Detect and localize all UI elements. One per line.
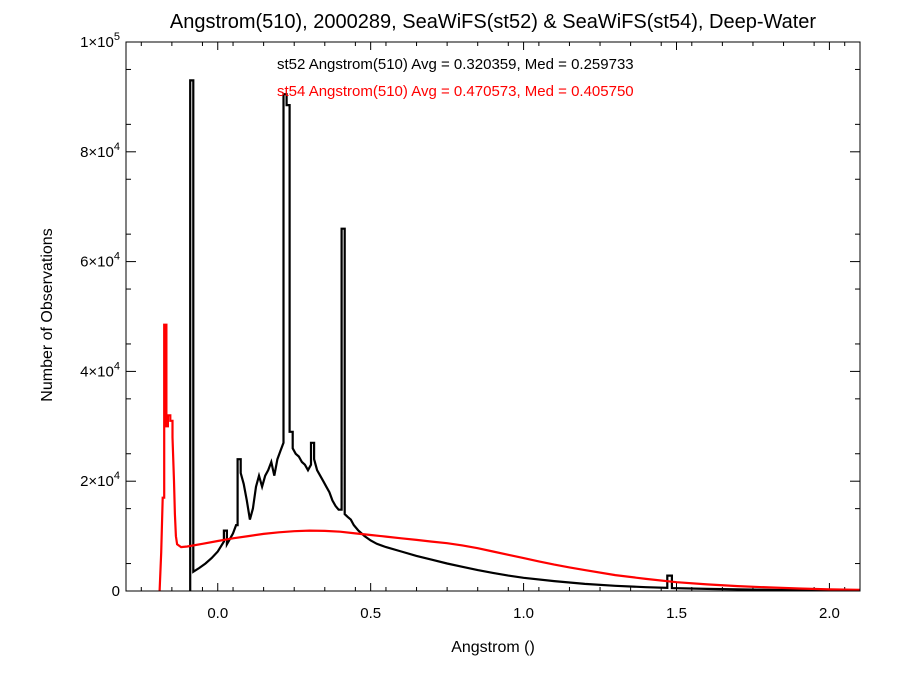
x-axis-label: Angstrom () bbox=[451, 639, 535, 656]
y-tick-label: 2×104 bbox=[80, 470, 120, 490]
y-tick-label: 4×104 bbox=[80, 360, 120, 380]
series-st52-line bbox=[189, 79, 860, 591]
y-axis-ticks: 0 2×104 4×104 6×104 8×104 1×105 bbox=[80, 31, 860, 600]
y-tick-label: 6×104 bbox=[80, 251, 120, 271]
chart-title: Angstrom(510), 2000289, SeaWiFS(st52) & … bbox=[170, 11, 817, 33]
x-tick-label: 2.0 bbox=[819, 605, 840, 622]
legend-entry-st54: st54 Angstrom(510) Avg = 0.470573, Med =… bbox=[277, 83, 634, 100]
y-tick-label: 8×104 bbox=[80, 141, 120, 161]
plot-frame bbox=[125, 41, 861, 592]
y-tick-label: 1×105 bbox=[80, 31, 120, 51]
y-tick-label: 0 bbox=[112, 583, 120, 600]
series-st54-line bbox=[158, 323, 860, 591]
legend-entry-st52: st52 Angstrom(510) Avg = 0.320359, Med =… bbox=[277, 56, 634, 73]
x-tick-label: 1.5 bbox=[666, 605, 687, 622]
x-axis-ticks: 0.0 0.5 1.0 1.5 2.0 bbox=[140, 42, 846, 622]
x-tick-label: 0.0 bbox=[207, 605, 228, 622]
y-axis-label: Number of Observations bbox=[39, 228, 56, 401]
x-tick-label: 0.5 bbox=[360, 605, 381, 622]
plot-series bbox=[158, 79, 860, 591]
x-tick-label: 1.0 bbox=[513, 605, 534, 622]
